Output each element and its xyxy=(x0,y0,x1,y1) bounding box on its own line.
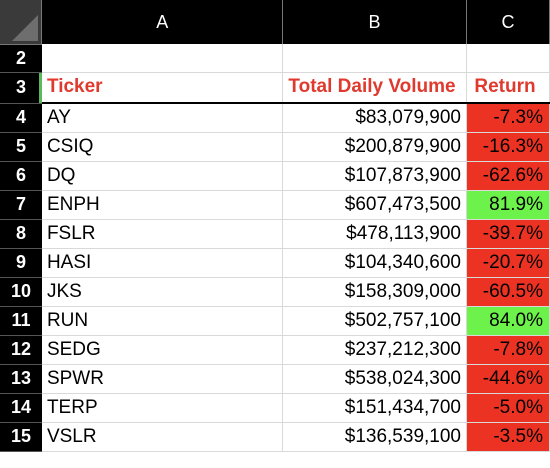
column-header-a[interactable]: A xyxy=(41,0,284,44)
return-cell[interactable]: -20.7% xyxy=(466,248,550,278)
volume-cell[interactable]: $158,309,000 xyxy=(282,277,467,307)
table-row: 14 TERP $151,434,700 -5.0% xyxy=(0,393,550,423)
column-header-c[interactable]: C xyxy=(466,0,550,44)
volume-cell[interactable]: $104,340,600 xyxy=(282,248,467,278)
return-cell[interactable]: -60.5% xyxy=(466,277,550,307)
row-header[interactable]: 14 xyxy=(0,393,42,423)
row-header[interactable]: 11 xyxy=(0,306,42,336)
table-row: 7 ENPH $607,473,500 81.9% xyxy=(0,190,550,220)
volume-cell[interactable]: $83,079,900 xyxy=(282,103,467,133)
volume-cell[interactable]: $607,473,500 xyxy=(282,190,467,220)
table-row: 8 FSLR $478,113,900 -39.7% xyxy=(0,219,550,249)
table-row: 5 CSIQ $200,879,900 -16.3% xyxy=(0,132,550,162)
ticker-cell[interactable]: RUN xyxy=(41,306,284,336)
selection-indicator xyxy=(38,72,42,102)
ticker-cell[interactable]: AY xyxy=(41,103,284,133)
ticker-cell[interactable]: SEDG xyxy=(41,335,284,365)
ticker-cell[interactable]: FSLR xyxy=(41,219,284,249)
table-row: 12 SEDG $237,212,300 -7.8% xyxy=(0,335,550,365)
column-header-b[interactable]: B xyxy=(282,0,467,44)
ticker-cell[interactable]: CSIQ xyxy=(41,132,284,162)
return-cell[interactable]: -39.7% xyxy=(466,219,550,249)
table-row: 13 SPWR $538,024,300 -44.6% xyxy=(0,364,550,394)
return-cell[interactable]: -5.0% xyxy=(466,393,550,423)
volume-cell[interactable]: $107,873,900 xyxy=(282,161,467,191)
ticker-cell[interactable]: SPWR xyxy=(41,364,284,394)
row-header[interactable]: 8 xyxy=(0,219,42,249)
return-cell[interactable]: -44.6% xyxy=(466,364,550,394)
return-cell[interactable]: -16.3% xyxy=(466,132,550,162)
header-cell-ticker[interactable]: Ticker xyxy=(41,72,284,104)
row-header[interactable]: 7 xyxy=(0,190,42,220)
table-row: 11 RUN $502,757,100 84.0% xyxy=(0,306,550,336)
return-cell[interactable]: -7.3% xyxy=(466,103,550,133)
row-header-3-label: 3 xyxy=(15,77,26,97)
select-all-triangle-icon xyxy=(12,14,39,41)
volume-cell[interactable]: $538,024,300 xyxy=(282,364,467,394)
volume-cell[interactable]: $237,212,300 xyxy=(282,335,467,365)
table-row: 6 DQ $107,873,900 -62.6% xyxy=(0,161,550,191)
row-header[interactable]: 15 xyxy=(0,422,42,452)
volume-cell[interactable]: $478,113,900 xyxy=(282,219,467,249)
ticker-cell[interactable]: HASI xyxy=(41,248,284,278)
row-header-3[interactable]: 3 xyxy=(0,72,42,104)
ticker-cell[interactable]: JKS xyxy=(41,277,284,307)
return-cell[interactable]: 81.9% xyxy=(466,190,550,220)
ticker-cell[interactable]: ENPH xyxy=(41,190,284,220)
row-header[interactable]: 12 xyxy=(0,335,42,365)
volume-cell[interactable]: $136,539,100 xyxy=(282,422,467,452)
row-header[interactable]: 6 xyxy=(0,161,42,191)
table-row: 9 HASI $104,340,600 -20.7% xyxy=(0,248,550,278)
volume-cell[interactable]: $502,757,100 xyxy=(282,306,467,336)
row-header[interactable]: 4 xyxy=(0,103,42,133)
sheet-row-2: 2 xyxy=(0,44,550,73)
header-cell-total-daily-volume[interactable]: Total Daily Volume xyxy=(282,72,467,104)
column-header-row: A B C xyxy=(0,0,550,45)
ticker-cell[interactable]: TERP xyxy=(41,393,284,423)
ticker-cell[interactable]: DQ xyxy=(41,161,284,191)
volume-cell[interactable]: $151,434,700 xyxy=(282,393,467,423)
table-row: 15 VSLR $136,539,100 -3.5% xyxy=(0,422,550,452)
row-header[interactable]: 9 xyxy=(0,248,42,278)
sheet-row-3: 3 Ticker Total Daily Volume Return xyxy=(0,72,550,104)
header-cell-return[interactable]: Return xyxy=(466,72,550,104)
return-cell[interactable]: -3.5% xyxy=(466,422,550,452)
return-cell[interactable]: -7.8% xyxy=(466,335,550,365)
return-cell[interactable]: -62.6% xyxy=(466,161,550,191)
spreadsheet-grid: A B C 2 3 Ticker Total Daily Volume Retu… xyxy=(0,0,550,452)
cell-c2[interactable] xyxy=(466,44,550,73)
row-header-2[interactable]: 2 xyxy=(0,44,42,73)
select-all-corner[interactable] xyxy=(0,0,43,45)
row-header[interactable]: 5 xyxy=(0,132,42,162)
cell-a2[interactable] xyxy=(41,44,284,73)
cell-b2[interactable] xyxy=(282,44,467,73)
volume-cell[interactable]: $200,879,900 xyxy=(282,132,467,162)
row-header[interactable]: 13 xyxy=(0,364,42,394)
return-cell[interactable]: 84.0% xyxy=(466,306,550,336)
ticker-cell[interactable]: VSLR xyxy=(41,422,284,452)
table-row: 4 AY $83,079,900 -7.3% xyxy=(0,103,550,133)
table-row: 10 JKS $158,309,000 -60.5% xyxy=(0,277,550,307)
row-header[interactable]: 10 xyxy=(0,277,42,307)
